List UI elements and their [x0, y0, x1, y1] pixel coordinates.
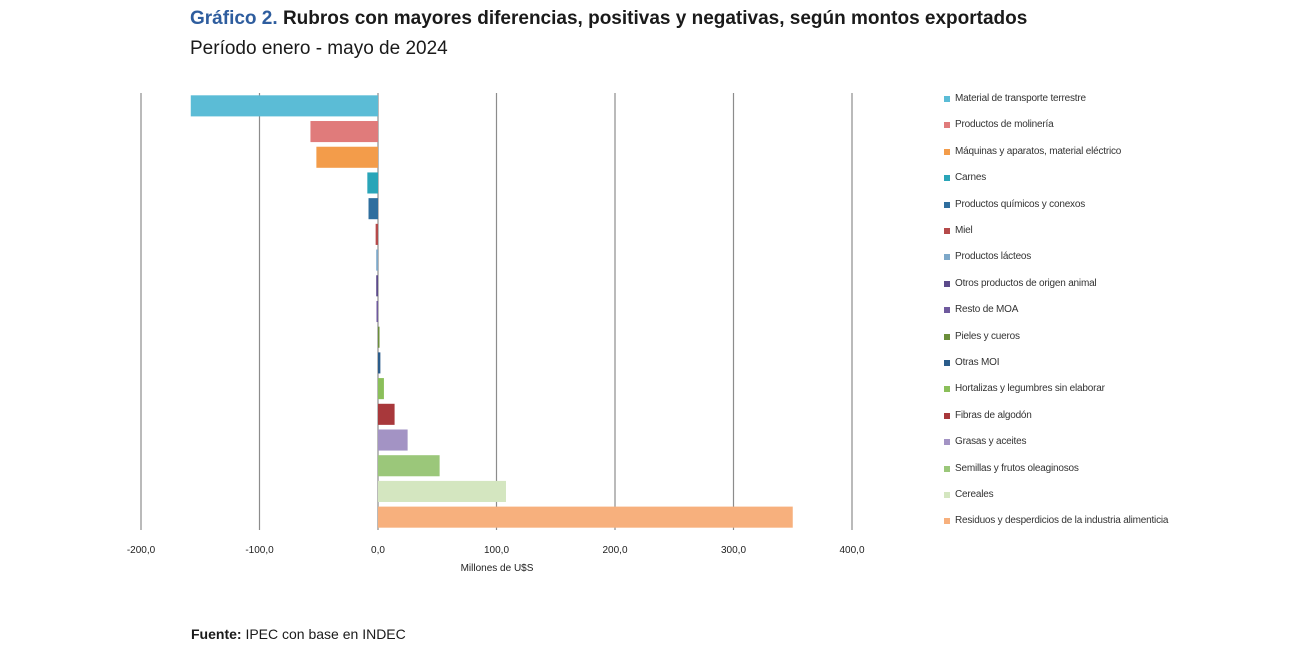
legend-label: Miel	[955, 225, 973, 236]
legend-swatch	[944, 360, 950, 366]
bar	[368, 198, 378, 220]
legend-item: Pieles y cueros	[944, 330, 1175, 343]
bar	[378, 403, 395, 425]
title-block: Gráfico 2. Rubros con mayores diferencia…	[190, 6, 1190, 62]
legend-item: Otros productos de origen animal	[944, 277, 1175, 290]
legend-item: Resto de MOA	[944, 303, 1175, 316]
legend-label: Carnes	[955, 172, 987, 184]
bar	[316, 146, 378, 168]
source-note: Fuente: IPEC con base en INDEC	[191, 626, 406, 642]
bar	[376, 249, 378, 271]
legend-swatch	[944, 96, 950, 102]
legend-swatch	[944, 386, 950, 393]
bar	[375, 223, 378, 245]
legend-swatch	[944, 439, 950, 446]
legend-label: Otras MOI	[955, 357, 1000, 368]
legend-swatch	[944, 228, 950, 234]
bar	[376, 300, 378, 323]
legend-swatch	[944, 148, 950, 155]
legend-label: Productos químicos y conexos	[955, 198, 1086, 210]
legend-label: Residuos y desperdicios de la industria …	[955, 515, 1169, 527]
legend-swatch	[944, 307, 950, 314]
legend-item: Miel	[944, 224, 1175, 237]
legend-item: Carnes	[944, 171, 1175, 184]
chart-subtitle: Período enero - mayo de 2024	[190, 38, 448, 59]
legend-item: Fibras de algodón	[944, 409, 1175, 422]
legend-item: Hortalizas y legumbres sin elaborar	[944, 382, 1175, 395]
legend-label: Hortalizas y legumbres sin elaborar	[955, 383, 1105, 395]
grid-lines	[140, 93, 853, 530]
bar	[378, 378, 384, 400]
legend-label: Material de transporte terrestre	[955, 93, 1086, 104]
legend-label: Grasas y aceites	[955, 436, 1027, 448]
bars	[190, 95, 793, 528]
legend-item: Residuos y desperdicios de la industria …	[944, 514, 1175, 527]
x-axis-title: Millones de U$S	[461, 563, 534, 574]
legend-swatch	[944, 280, 950, 287]
legend-item: Material de transporte terrestre	[944, 92, 1175, 105]
x-tick-label: 300,0	[721, 545, 746, 556]
legend-swatch	[944, 518, 950, 525]
legend-label: Otros productos de origen animal	[955, 277, 1097, 289]
legend-label: Fibras de algodón	[955, 409, 1032, 421]
bar	[310, 121, 378, 143]
source-text: IPEC con base en INDEC	[245, 626, 406, 642]
legend-item: Grasas y aceites	[944, 435, 1175, 448]
legend-item: Productos químicos y conexos	[944, 198, 1175, 211]
legend-label: Productos lácteos	[955, 251, 1032, 263]
chart-title: Gráfico 2. Rubros con mayores diferencia…	[190, 6, 1190, 32]
x-tick-label: 100,0	[484, 545, 509, 556]
legend-item: Máquinas y aparatos, material eléctrico	[944, 145, 1175, 158]
legend-label: Cereales	[955, 489, 994, 500]
legend-item: Otras MOI	[944, 356, 1175, 369]
legend-swatch	[944, 333, 950, 340]
legend-label: Pieles y cueros	[955, 330, 1020, 342]
bar	[378, 326, 380, 348]
x-tick-label: 0,0	[371, 545, 385, 556]
x-tick-label: 400,0	[839, 545, 864, 556]
legend-label: Máquinas y aparatos, material eléctrico	[955, 145, 1122, 157]
bar	[190, 95, 378, 117]
legend-label: Productos de molinería	[955, 119, 1054, 131]
bar	[376, 275, 378, 297]
x-axis-ticks: -200,0 -100,0 0,0 100,0 200,0 300,0 400,0	[127, 545, 865, 556]
bar	[378, 506, 793, 528]
legend-item: Semillas y frutos oleaginosos	[944, 462, 1175, 475]
legend-swatch	[944, 122, 950, 129]
bar	[378, 352, 381, 374]
source-label: Fuente:	[191, 626, 242, 642]
legend-swatch	[944, 465, 950, 472]
x-tick-label: -100,0	[245, 545, 274, 556]
bar	[378, 429, 408, 451]
bar	[378, 480, 506, 502]
bar	[378, 455, 440, 477]
chart-title-main: Rubros con mayores diferencias, positiva…	[282, 8, 1028, 29]
legend-label: Semillas y frutos oleaginosos	[955, 462, 1079, 474]
legend-swatch	[944, 254, 950, 261]
legend-swatch	[944, 412, 950, 419]
legend-swatch	[944, 201, 950, 208]
chart-title-prefix: Gráfico 2.	[190, 8, 278, 29]
bar	[367, 172, 378, 194]
x-tick-label: -200,0	[127, 545, 156, 556]
legend-item: Productos lácteos	[944, 250, 1175, 263]
legend-swatch	[944, 492, 950, 498]
legend-label: Resto de MOA	[955, 304, 1019, 316]
legend-swatch	[944, 175, 950, 182]
legend-item: Productos de molinería	[944, 118, 1175, 131]
legend-item: Cereales	[944, 488, 1175, 501]
x-tick-label: 200,0	[602, 545, 627, 556]
